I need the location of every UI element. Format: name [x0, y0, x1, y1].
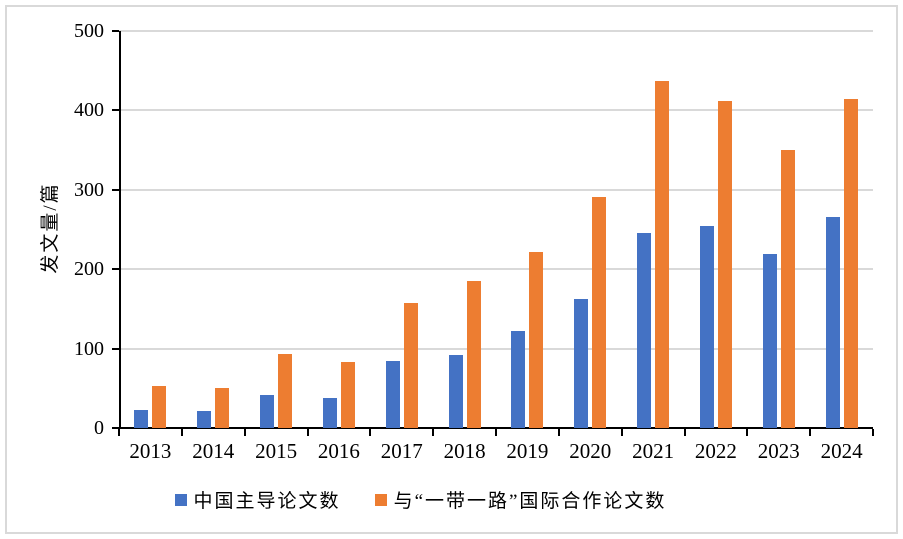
- x-tick-4: [369, 429, 372, 436]
- bar-中国主导论文数-2015: [260, 395, 275, 428]
- x-tick-11: [809, 429, 812, 436]
- bar-中国主导论文数-2013: [134, 409, 149, 428]
- bar-中国主导论文数-2017: [385, 360, 400, 428]
- x-tick-label-2017: 2017: [380, 439, 423, 463]
- x-axis-line: [119, 427, 873, 429]
- x-tick-label-2014: 2014: [192, 439, 235, 463]
- x-tick-2: [243, 429, 246, 436]
- y-tick-100: [112, 347, 119, 350]
- x-tick-label-2019: 2019: [506, 439, 549, 463]
- x-tick-label-2013: 2013: [129, 439, 172, 463]
- x-tick-label-2021: 2021: [632, 439, 675, 463]
- bar-中国主导论文数-2019: [511, 331, 526, 428]
- x-tick-10: [746, 429, 749, 436]
- x-tick-label-2018: 2018: [443, 439, 486, 463]
- x-tick-1: [180, 429, 183, 436]
- y-tick-0: [112, 427, 119, 429]
- x-tick-label-2023: 2023: [757, 439, 800, 463]
- bar-与“一带一路”国际合作论文数-2019: [529, 251, 544, 428]
- y-tick-label-0: 0: [94, 417, 104, 439]
- x-tick-label-2015: 2015: [255, 439, 298, 463]
- y-tick-label-500: 500: [74, 20, 104, 42]
- legend-swatch-icon: [174, 493, 187, 506]
- bar-与“一带一路”国际合作论文数-2017: [403, 303, 418, 428]
- gridline-400: [119, 109, 873, 112]
- x-tick-label-2024: 2024: [820, 439, 863, 463]
- y-tick-label-400: 400: [74, 99, 104, 122]
- x-tick-3: [306, 429, 309, 436]
- legend-label: 与“一带一路”国际合作论文数: [393, 491, 667, 512]
- x-tick-label-2022: 2022: [694, 439, 737, 463]
- bar-中国主导论文数-2021: [637, 233, 652, 428]
- bar-中国主导论文数-2022: [699, 225, 714, 428]
- legend-item-0: 中国主导论文数: [174, 486, 341, 513]
- legend-label: 中国主导论文数: [193, 491, 341, 512]
- bar-中国主导论文数-2014: [197, 411, 212, 428]
- x-tick-9: [683, 429, 686, 436]
- x-tick-12: [872, 429, 874, 436]
- gridline-500: [119, 30, 873, 32]
- x-tick-6: [495, 429, 497, 436]
- bar-中国主导论文数-2023: [762, 254, 777, 428]
- y-axis-line: [119, 31, 121, 428]
- x-tick-label-2016: 2016: [317, 439, 360, 463]
- bar-与“一带一路”国际合作论文数-2021: [655, 81, 670, 428]
- y-tick-500: [112, 30, 119, 32]
- gridline-300: [119, 188, 873, 191]
- bar-中国主导论文数-2024: [825, 216, 840, 428]
- gridline-200: [119, 268, 873, 271]
- bar-与“一带一路”国际合作论文数-2022: [717, 100, 732, 428]
- x-tick-8: [620, 429, 623, 436]
- bar-中国主导论文数-2020: [574, 298, 589, 428]
- x-tick-0: [118, 429, 120, 436]
- y-tick-label-200: 200: [74, 258, 104, 281]
- x-tick-5: [432, 429, 435, 436]
- x-tick-7: [557, 429, 560, 436]
- y-tick-label-300: 300: [74, 178, 104, 201]
- y-tick-label-100: 100: [74, 337, 104, 360]
- bar-与“一带一路”国际合作论文数-2018: [466, 281, 481, 428]
- y-tick-200: [112, 268, 119, 271]
- bar-与“一带一路”国际合作论文数-2014: [215, 388, 230, 428]
- bar-与“一带一路”国际合作论文数-2015: [278, 354, 293, 428]
- bar-中国主导论文数-2016: [322, 397, 337, 428]
- gridline-100: [119, 347, 873, 350]
- bar-与“一带一路”国际合作论文数-2013: [152, 385, 167, 428]
- bar-与“一带一路”国际合作论文数-2023: [780, 150, 795, 428]
- legend-swatch-icon: [374, 493, 387, 506]
- bar-与“一带一路”国际合作论文数-2016: [340, 362, 355, 428]
- bar-与“一带一路”国际合作论文数-2024: [843, 99, 858, 428]
- legend: 中国主导论文数 与“一带一路”国际合作论文数: [0, 486, 872, 513]
- y-tick-400: [112, 109, 119, 112]
- bar-中国主导论文数-2018: [448, 354, 463, 428]
- y-tick-300: [112, 188, 119, 191]
- bar-与“一带一路”国际合作论文数-2020: [592, 196, 607, 428]
- x-tick-label-2020: 2020: [569, 439, 612, 463]
- legend-item-1: 与“一带一路”国际合作论文数: [374, 486, 667, 513]
- chart-frame-border: [5, 5, 898, 534]
